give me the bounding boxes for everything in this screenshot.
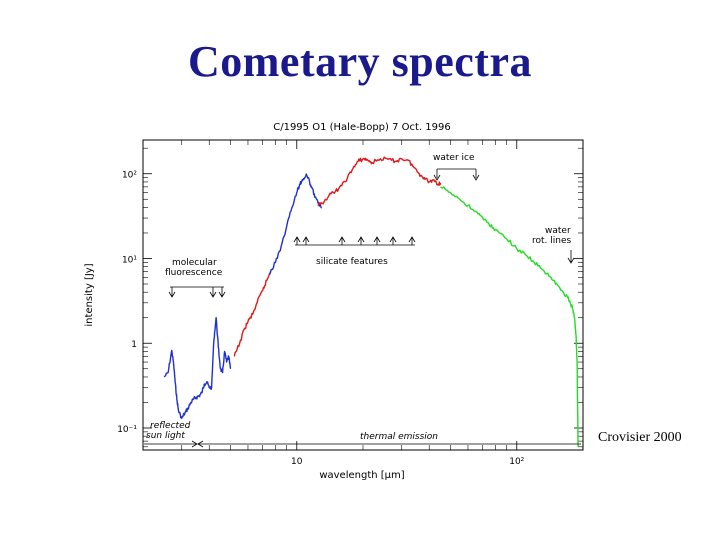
thermal-arrowhead: [197, 440, 204, 448]
annotation-reflected: reflected: [150, 421, 191, 431]
annotation-layer: water ice water rot. lines molecular flu…: [144, 153, 581, 448]
y-tick-label: 10⁻¹: [117, 425, 137, 435]
annotation-molecular: molecular: [172, 258, 217, 268]
annotation-water-ice: water ice: [433, 153, 475, 163]
x-tick-label: 10²: [509, 457, 524, 467]
series-line-3: [317, 156, 442, 206]
annotation-sun-light: sun light: [146, 431, 185, 441]
series-line-4: [440, 186, 579, 447]
x-tick-label: 10: [291, 457, 303, 467]
y-axis-label: intensity [Jy]: [84, 263, 95, 326]
annotation-rot-lines: rot. lines: [532, 236, 572, 246]
series-line-1: [233, 271, 272, 357]
slide-title: Cometary spectra: [188, 37, 532, 86]
fluorescence-arrows: [168, 287, 226, 298]
annotation-thermal-emission: thermal emission: [360, 432, 438, 442]
series-layer: [163, 156, 579, 447]
plot-frame: [142, 139, 584, 451]
water-ice-arrowheads: [433, 174, 480, 181]
credit-label: Crovisier 2000: [598, 430, 682, 445]
y-tick-label: 1: [131, 340, 137, 350]
reflected-arrowhead: [191, 440, 198, 448]
y-tick-label: 10²: [122, 171, 137, 181]
series-line-0: [163, 317, 232, 419]
chart-title: C/1995 O1 (Hale-Bopp) 7 Oct. 1996: [273, 122, 451, 133]
silicate-arrows: [293, 236, 416, 245]
annotation-fluorescence: fluorescence: [165, 268, 223, 278]
axis-ticks: 10 10² 10⁻¹ 1 10¹ 10²: [117, 140, 583, 467]
series-line-2: [268, 173, 323, 275]
y-tick-label: 10¹: [122, 255, 137, 265]
water-rot-arrowhead: [567, 257, 575, 264]
annotation-silicate-features: silicate features: [316, 257, 388, 267]
x-axis-label: wavelength [μm]: [319, 470, 404, 481]
annotation-water: water: [545, 226, 571, 236]
